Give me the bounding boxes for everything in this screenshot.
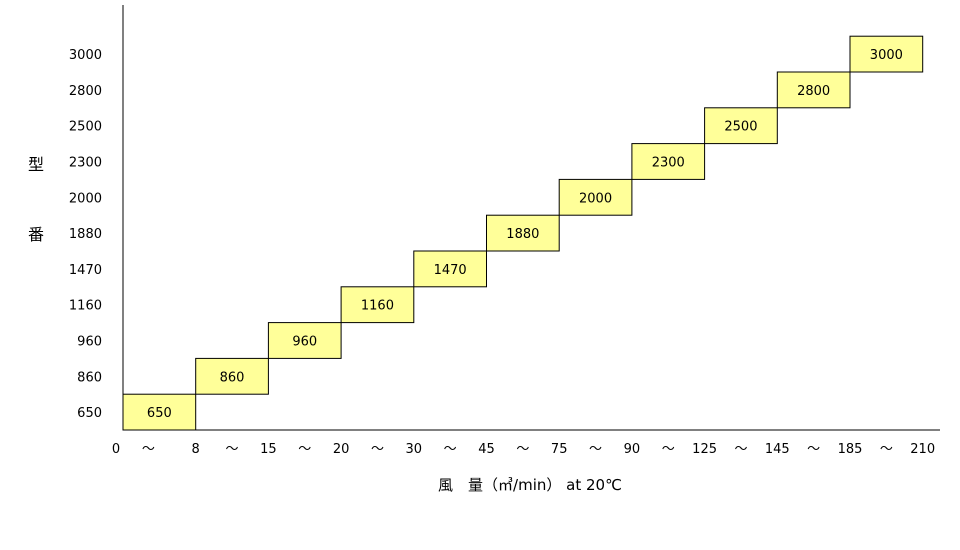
y-tick-label: 1470 [69, 263, 102, 278]
bar [195, 357, 269, 395]
x-tick-range-sep: 〜 [444, 442, 457, 457]
bar [413, 250, 487, 288]
x-tick-labels: 0 〜 8 〜 15 〜 20 〜 30 〜 45 〜 75 〜 90 〜 125 〜 145 〜 185 〜 210 [112, 442, 935, 457]
bar-data-label: 960 [292, 335, 317, 350]
axes [122, 5, 940, 431]
x-tick-label: 185 [838, 442, 863, 457]
y-tick-label: 1160 [69, 299, 102, 314]
x-tick-range-sep: 〜 [298, 442, 311, 457]
bars: 650 860 960 1160 1470 1880 2000 2300 2500 2800 300… [122, 35, 924, 431]
bar-data-label: 860 [220, 370, 245, 385]
y-tick-label: 2300 [69, 156, 102, 171]
y-tick-label: 650 [77, 406, 102, 421]
bar-data-label: 650 [147, 406, 172, 421]
bar-data-label: 1880 [506, 227, 539, 242]
x-tick-range-sep: 〜 [662, 442, 675, 457]
bar [340, 286, 415, 324]
y-tick-label: 1880 [69, 227, 102, 242]
x-tick-label: 0 [112, 442, 120, 457]
bar [631, 143, 706, 180]
x-tick-label: 125 [692, 442, 717, 457]
y-tick-label: 2000 [69, 191, 102, 206]
y-tick-labels: 650 860 960 1160 1470 1880 2000 2300 2500 2800 300… [69, 48, 102, 421]
x-tick-label: 20 [333, 442, 350, 457]
bar-data-label: 2800 [797, 84, 830, 99]
bar [849, 35, 924, 73]
y-tick-label: 3000 [69, 48, 102, 63]
bar [776, 71, 851, 109]
bar [267, 322, 342, 359]
bar-data-label: 3000 [870, 48, 903, 63]
x-tick-range-sep: 〜 [807, 442, 820, 457]
x-tick-label: 90 [624, 442, 641, 457]
x-tick-range-sep: 〜 [142, 442, 155, 457]
x-tick-label: 210 [910, 442, 935, 457]
bar-data-label: 1470 [434, 263, 467, 278]
bar [486, 214, 560, 252]
y-axis-label-char-1: 型 [28, 155, 44, 174]
x-tick-range-sep: 〜 [226, 442, 239, 457]
x-tick-label: 45 [478, 442, 495, 457]
bar-data-label: 2300 [652, 156, 685, 171]
bar [704, 107, 778, 145]
x-tick-range-sep: 〜 [589, 442, 602, 457]
x-tick-label: 30 [406, 442, 423, 457]
bar-data-label: 2000 [579, 191, 612, 206]
x-tick-label: 75 [551, 442, 568, 457]
x-tick-label: 15 [260, 442, 277, 457]
x-tick-range-sep: 〜 [371, 442, 384, 457]
x-tick-range-sep: 〜 [880, 442, 893, 457]
bar-data-label: 1160 [361, 299, 394, 314]
y-tick-label: 960 [77, 335, 102, 350]
y-tick-label: 2500 [69, 120, 102, 135]
x-axis-label: 風 量（㎥/min） at 20℃ [438, 476, 622, 494]
y-tick-label: 2800 [69, 84, 102, 99]
x-tick-label: 8 [192, 442, 200, 457]
x-tick-range-sep: 〜 [734, 442, 747, 457]
bar [558, 178, 633, 216]
x-tick-range-sep: 〜 [516, 442, 529, 457]
bar-data-label: 2500 [724, 120, 757, 135]
y-axis-label-char-2: 番 [28, 225, 44, 244]
y-tick-label: 860 [77, 370, 102, 385]
bar [122, 393, 197, 431]
x-tick-label: 145 [765, 442, 790, 457]
